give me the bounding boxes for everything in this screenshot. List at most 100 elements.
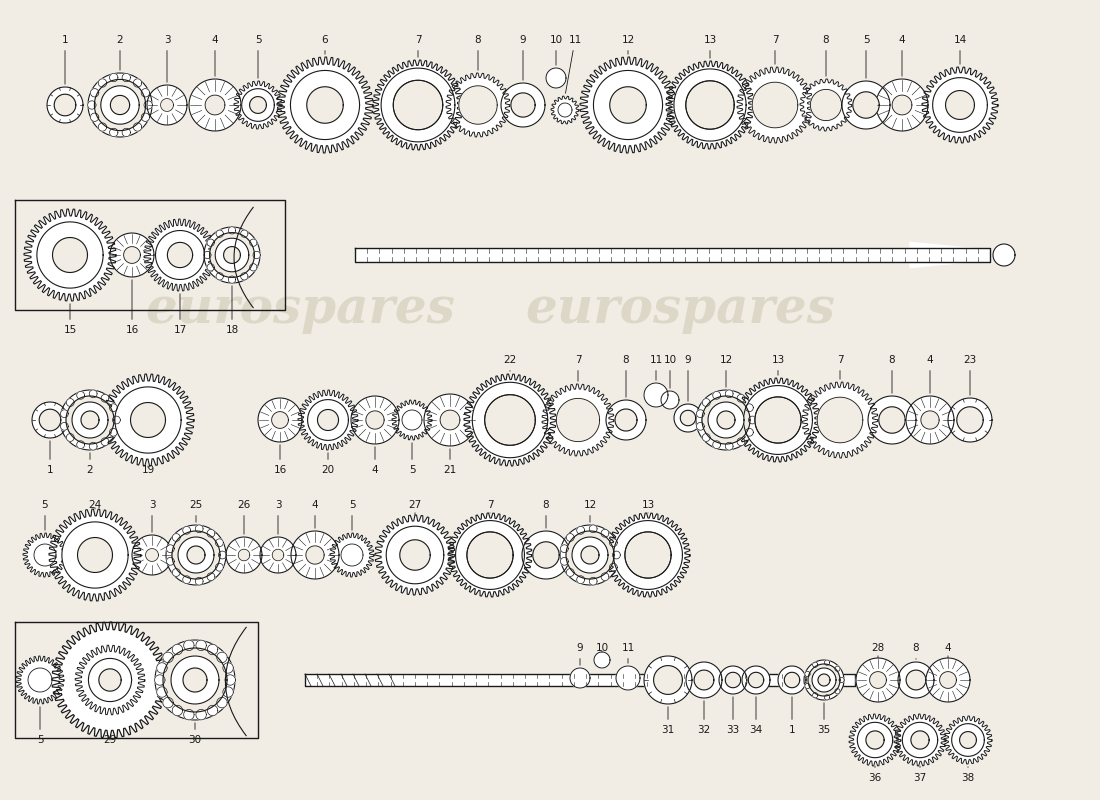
Text: 31: 31 [661,706,674,735]
Polygon shape [187,546,205,564]
Polygon shape [835,666,840,671]
Polygon shape [674,69,746,141]
Polygon shape [88,658,132,702]
Polygon shape [551,96,579,124]
Polygon shape [725,442,733,450]
Polygon shape [868,396,916,444]
Polygon shape [894,714,946,766]
Polygon shape [60,390,120,450]
Polygon shape [156,687,167,698]
Polygon shape [89,442,97,450]
Polygon shape [242,89,274,122]
Text: 16: 16 [125,280,139,335]
Polygon shape [341,544,363,566]
Polygon shape [685,81,734,130]
Polygon shape [163,698,173,708]
Polygon shape [54,94,76,116]
Text: 7: 7 [415,35,421,58]
Polygon shape [440,410,460,430]
Text: 20: 20 [321,453,334,475]
Polygon shape [234,81,282,129]
Polygon shape [133,79,142,87]
Polygon shape [570,668,590,688]
Polygon shape [216,539,223,546]
Polygon shape [163,648,227,712]
Polygon shape [156,662,167,673]
Polygon shape [546,68,566,88]
Polygon shape [959,731,977,749]
Polygon shape [825,660,829,666]
Polygon shape [208,644,218,654]
Text: 4: 4 [945,643,952,658]
Polygon shape [817,397,862,443]
Polygon shape [804,660,844,700]
Text: 5: 5 [255,35,262,78]
Text: 8: 8 [889,355,895,394]
Polygon shape [258,398,303,442]
Text: 6: 6 [321,35,328,54]
Polygon shape [66,434,74,442]
Polygon shape [167,242,192,267]
Polygon shape [166,525,226,585]
Text: 8: 8 [913,643,920,659]
Text: 11: 11 [649,355,662,380]
Text: 13: 13 [771,355,784,375]
Polygon shape [581,546,600,564]
Text: 8: 8 [475,35,482,70]
Polygon shape [898,662,934,698]
Text: 28: 28 [871,643,884,658]
Polygon shape [373,60,463,150]
Polygon shape [204,227,260,283]
Polygon shape [939,672,956,688]
Polygon shape [446,73,510,137]
Text: 26: 26 [238,500,251,534]
Polygon shape [813,693,817,698]
Polygon shape [110,74,118,82]
Text: 10: 10 [549,35,562,66]
Polygon shape [464,374,556,466]
Polygon shape [277,57,373,153]
Text: 4: 4 [372,446,378,475]
Text: 5: 5 [36,706,43,745]
Text: 3: 3 [275,500,282,534]
Polygon shape [184,710,194,720]
Text: 27: 27 [408,500,421,515]
FancyArrowPatch shape [234,207,253,308]
Polygon shape [98,123,107,131]
Polygon shape [308,400,349,440]
Polygon shape [62,522,128,588]
Polygon shape [694,670,714,690]
Polygon shape [696,410,704,418]
Polygon shape [593,70,662,139]
Polygon shape [952,724,984,756]
Text: 1: 1 [62,35,68,84]
Text: 14: 14 [954,35,967,64]
Polygon shape [614,521,682,590]
Polygon shape [532,542,559,568]
Polygon shape [566,531,614,579]
Polygon shape [241,273,248,280]
Polygon shape [926,658,970,702]
Text: 4: 4 [311,500,318,528]
Polygon shape [818,674,830,686]
Text: 9: 9 [684,355,691,402]
Polygon shape [72,402,108,438]
Polygon shape [448,513,532,597]
Polygon shape [590,578,597,585]
Polygon shape [307,86,343,123]
Text: 8: 8 [823,35,829,76]
Polygon shape [572,537,608,573]
Polygon shape [110,428,118,436]
Polygon shape [16,656,64,704]
Polygon shape [144,101,152,109]
Polygon shape [89,390,97,398]
Text: 7: 7 [486,500,493,513]
Polygon shape [147,85,187,125]
Polygon shape [812,668,836,692]
Polygon shape [702,396,750,444]
Text: 30: 30 [188,722,201,745]
Polygon shape [173,569,180,577]
Polygon shape [110,233,154,277]
Polygon shape [737,438,745,446]
Polygon shape [170,656,219,704]
